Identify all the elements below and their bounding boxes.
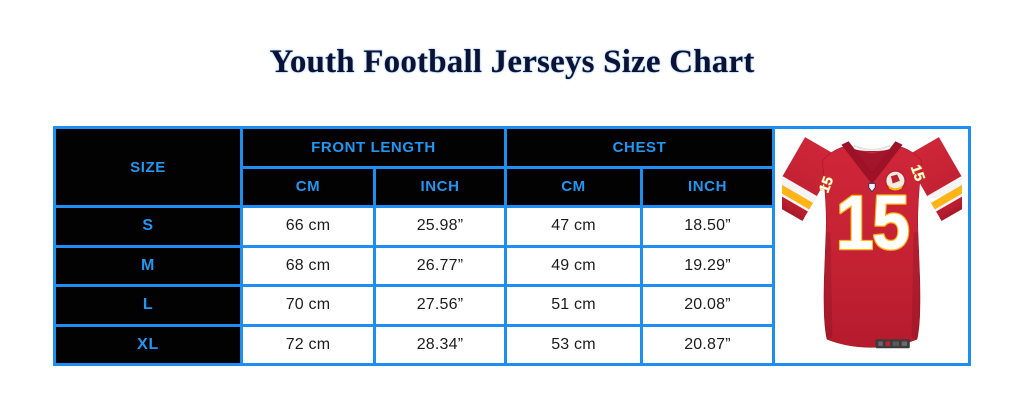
jock-tag — [875, 338, 910, 348]
cell-chest-cm: 53 cm — [507, 326, 640, 363]
column-group-front-length: FRONT LENGTH — [243, 129, 504, 166]
jersey-collar — [840, 140, 903, 184]
column-header-size: SIZE — [56, 129, 240, 205]
subheader-chest-inch: INCH — [643, 168, 772, 205]
page-title: Youth Football Jerseys Size Chart — [269, 44, 755, 80]
cell-front-cm: 72 cm — [243, 326, 373, 363]
jersey-image-cell: 15 15 15 — [775, 129, 968, 363]
cell-front-cm: 68 cm — [243, 247, 373, 284]
cell-chest-cm: 51 cm — [507, 287, 640, 324]
cell-front-cm: 66 cm — [243, 208, 373, 245]
cell-front-inch: 28.34” — [376, 326, 504, 363]
subheader-chest-cm: CM — [507, 168, 640, 205]
cell-chest-inch: 18.50” — [643, 208, 772, 245]
cell-front-cm: 70 cm — [243, 287, 373, 324]
jersey-image: 15 15 15 — [781, 136, 962, 348]
jersey-right-sleeve — [904, 136, 962, 221]
row-size-label: L — [56, 287, 240, 324]
column-group-chest: CHEST — [507, 129, 772, 166]
cell-chest-cm: 47 cm — [507, 208, 640, 245]
cell-front-inch: 25.98” — [376, 208, 504, 245]
nike-swoosh-icon — [922, 194, 941, 201]
shoulder-number-left: 15 — [816, 174, 837, 195]
nfl-shield-icon — [867, 182, 876, 192]
subheader-front-cm: CM — [243, 168, 373, 205]
cell-chest-inch: 20.87” — [643, 326, 772, 363]
shoulder-number-right: 15 — [906, 162, 927, 183]
size-chart-table: SIZE FRONT LENGTH CHEST CM INCH CM INCH … — [53, 126, 971, 366]
row-size-label: S — [56, 208, 240, 245]
jersey-left-sleeve — [781, 136, 839, 221]
chest-number: 15 — [835, 180, 908, 265]
cell-front-inch: 26.77” — [376, 247, 504, 284]
subheader-front-inch: INCH — [376, 168, 504, 205]
team-patch-icon — [884, 169, 906, 192]
jersey-body — [821, 145, 922, 348]
cell-front-inch: 27.56” — [376, 287, 504, 324]
row-size-label: XL — [56, 326, 240, 363]
cell-chest-inch: 19.29” — [643, 247, 772, 284]
row-size-label: M — [56, 247, 240, 284]
cell-chest-inch: 20.08” — [643, 287, 772, 324]
cell-chest-cm: 49 cm — [507, 247, 640, 284]
